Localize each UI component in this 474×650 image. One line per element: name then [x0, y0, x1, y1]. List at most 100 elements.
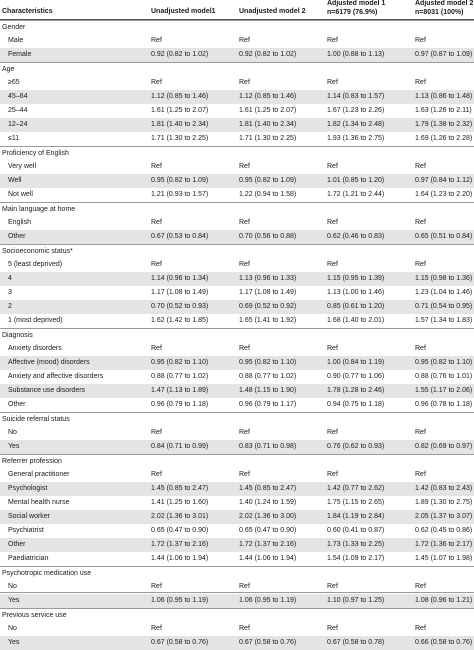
header-unadjusted-model-2: Unadjusted model 2: [239, 8, 306, 15]
cell-model-1: Ref: [151, 429, 162, 436]
cell-model-4: 0.66 (0.58 to 0.76): [415, 639, 473, 646]
table-row: Well 0.95 (0.82 to 1.09) 0.95 (0.82 to 1.0…: [0, 174, 474, 188]
cell-model-2: 1.12 (0.85 to 1.46): [239, 93, 297, 100]
section-title: Diagnosis: [2, 332, 33, 339]
cell-model-1: Ref: [151, 37, 162, 44]
cell-model-4: 0.62 (0.45 to 0.86): [415, 527, 473, 534]
cell-model-2: Ref: [239, 163, 250, 170]
cell-model-2: 1.61 (1.25 to 2.07): [239, 107, 297, 114]
cell-model-2: 1.72 (1.37 to 2.16): [239, 541, 297, 548]
cell-model-4: 1.13 (0.86 to 1.48): [415, 93, 473, 100]
cell-model-4: Ref: [415, 345, 426, 352]
row-label: Yes: [8, 443, 20, 450]
row-label: Affective (mood) disorders: [8, 359, 90, 366]
section-title: Socioeconomic status*: [2, 248, 73, 255]
cell-model-2: 0.95 (0.82 to 1.09): [239, 177, 297, 184]
table-row: Other 0.67 (0.53 to 0.84) 0.70 (0.56 to 0.…: [0, 230, 474, 244]
row-label: 3: [8, 289, 12, 296]
table-row: Social worker 2.02 (1.36 to 3.01) 2.02 (1.…: [0, 510, 474, 524]
section-header: Diagnosis: [0, 328, 474, 343]
cell-model-1: 1.62 (1.42 to 1.85): [151, 317, 209, 324]
row-label: No: [8, 429, 17, 436]
header-rule: [0, 19, 474, 20]
cell-model-3: Ref: [327, 345, 338, 352]
table-row: Psychologist 1.45 (0.85 to 2.47) 1.45 (0.8…: [0, 482, 474, 496]
row-label: English: [8, 219, 31, 226]
cell-model-2: 1.71 (1.30 to 2.25): [239, 135, 297, 142]
table-row: Very well Ref Ref Ref Ref: [0, 160, 474, 174]
cell-model-2: Ref: [239, 429, 250, 436]
row-label: Psychiatrist: [8, 527, 44, 534]
cell-model-2: Ref: [239, 261, 250, 268]
cell-model-4: 1.63 (1.26 to 2.11): [415, 107, 472, 114]
table-row: Male Ref Ref Ref Ref: [0, 34, 474, 48]
cell-model-1: 0.96 (0.79 to 1.18): [151, 401, 209, 408]
table-row: ≥65 Ref Ref Ref Ref: [0, 76, 474, 90]
section-header: Suicide referral status: [0, 412, 474, 427]
table-row: Anxiety and affective disorders 0.88 (0.7…: [0, 370, 474, 384]
cell-model-2: 1.40 (1.24 to 1.59): [239, 499, 297, 506]
row-label: Anxiety and affective disorders: [8, 373, 104, 380]
section-header: Gender: [0, 20, 474, 35]
cell-model-2: Ref: [239, 625, 250, 632]
header-adjusted-model-1: Adjusted model 1: [327, 0, 386, 7]
cell-model-2: Ref: [239, 345, 250, 352]
table-row: Female 0.92 (0.82 to 1.02) 0.92 (0.82 to 1…: [0, 48, 474, 62]
cell-model-2: Ref: [239, 37, 250, 44]
cell-model-1: 0.92 (0.82 to 1.02): [151, 51, 209, 58]
cell-model-4: 1.23 (1.04 to 1.46): [415, 289, 473, 296]
cell-model-2: 0.69 (0.52 to 0.92): [239, 303, 297, 310]
header-adjusted-model-2: Adjusted model 2: [415, 0, 474, 7]
cell-model-2: 1.48 (1.15 to 1.90): [239, 387, 297, 394]
cell-model-2: 2.02 (1.36 to 3.00): [239, 513, 297, 520]
row-label: Well: [8, 177, 22, 184]
cell-model-1: Ref: [151, 471, 162, 478]
cell-model-1: 1.21 (0.93 to 1.57): [151, 191, 209, 198]
cell-model-2: 1.17 (1.08 to 1.49): [239, 289, 297, 296]
cell-model-4: 0.97 (0.87 to 1.09): [415, 51, 473, 58]
header-adjusted-model-2-n: n=8031 (100%): [415, 9, 464, 16]
row-label: Social worker: [8, 513, 51, 520]
cell-model-4: 0.88 (0.76 to 1.01): [415, 373, 473, 380]
table-row: 25–44 1.61 (1.25 to 2.07) 1.61 (1.25 to 2.…: [0, 104, 474, 118]
cell-model-2: 1.13 (0.96 to 1.33): [239, 275, 297, 282]
cell-model-4: Ref: [415, 471, 426, 478]
cell-model-2: 1.65 (1.41 to 1.92): [239, 317, 297, 324]
cell-model-2: 0.88 (0.77 to 1.02): [239, 373, 297, 380]
table-row: 3 1.17 (1.08 to 1.49) 1.17 (1.08 to 1.49) 1…: [0, 286, 474, 300]
cell-model-3: Ref: [327, 37, 338, 44]
table-row: Yes 0.84 (0.71 to 0.99) 0.83 (0.71 to 0.98…: [0, 440, 474, 454]
row-label: Male: [8, 37, 24, 44]
section-title: Psychotropic medication use: [2, 570, 92, 577]
row-label: Other: [8, 541, 26, 548]
cell-model-2: 0.65 (0.47 to 0.90): [239, 527, 297, 534]
cell-model-4: 0.71 (0.54 to 0.95): [415, 303, 473, 310]
cell-model-3: 0.90 (0.77 to 1.06): [327, 373, 385, 380]
cell-model-4: Ref: [415, 583, 426, 590]
cell-model-2: Ref: [239, 219, 250, 226]
cell-model-4: 1.72 (1.36 to 2.17): [415, 541, 473, 548]
cell-model-4: Ref: [415, 261, 426, 268]
cell-model-1: Ref: [151, 345, 162, 352]
table-row: Substance use disorders 1.47 (1.13 to 1.8…: [0, 384, 474, 398]
cell-model-2: 0.96 (0.79 to 1.17): [239, 401, 297, 408]
row-label: Psychologist: [8, 485, 48, 492]
cell-model-3: 0.62 (0.46 to 0.83): [327, 233, 385, 240]
table-row: 45–64 1.12 (0.85 to 1.46) 1.12 (0.85 to 1.…: [0, 90, 474, 104]
table-row: 1 (most deprived) 1.62 (1.42 to 1.85) 1.65…: [0, 314, 474, 328]
section-title: Gender: [2, 24, 26, 31]
cell-model-1: 0.95 (0.82 to 1.09): [151, 177, 209, 184]
cell-model-2: 1.06 (0.95 to 1.19): [239, 597, 297, 604]
row-label: 12–24: [8, 121, 28, 128]
cell-model-1: 0.67 (0.53 to 0.84): [151, 233, 209, 240]
row-label: Female: [8, 51, 32, 58]
cell-model-1: Ref: [151, 625, 162, 632]
cell-model-4: 1.45 (1.07 to 1.98): [415, 555, 473, 562]
section-header: Previous service use: [0, 608, 474, 623]
section-title: Main language at home: [2, 206, 76, 213]
row-label: ≥65: [8, 79, 20, 86]
row-label: 2: [8, 303, 12, 310]
cell-model-3: Ref: [327, 471, 338, 478]
cell-model-3: 1.93 (1.36 to 2.75): [327, 135, 385, 142]
cell-model-3: 1.01 (0.85 to 1.20): [327, 177, 385, 184]
